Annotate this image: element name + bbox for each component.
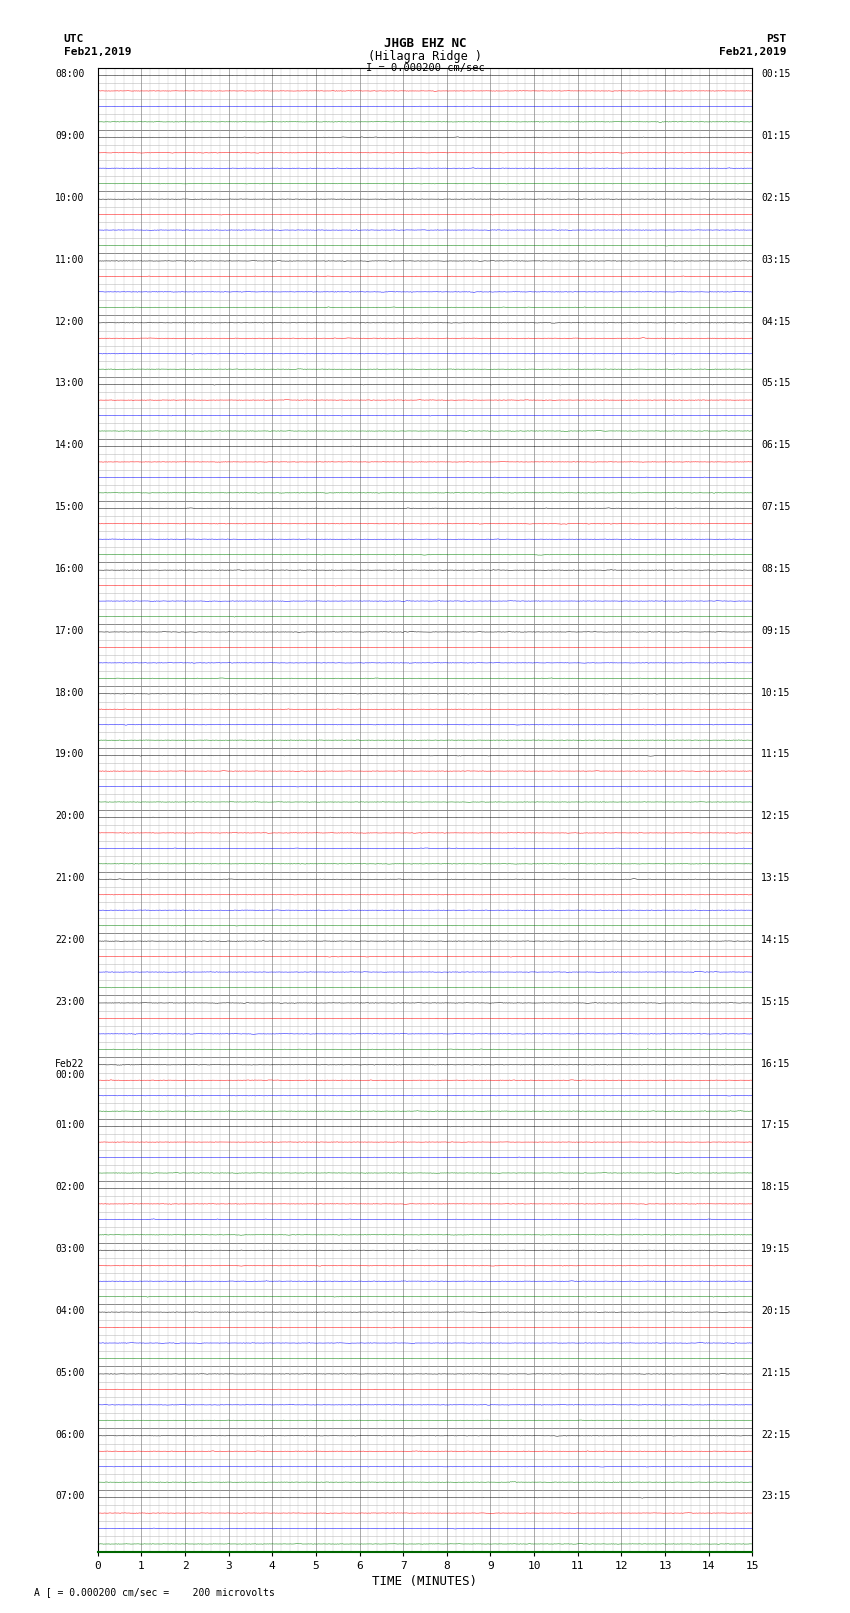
Text: (Hilagra Ridge ): (Hilagra Ridge ) <box>368 50 482 63</box>
Text: 04:00: 04:00 <box>55 1307 85 1316</box>
Text: 05:00: 05:00 <box>55 1368 85 1378</box>
Text: 03:00: 03:00 <box>55 1244 85 1253</box>
X-axis label: TIME (MINUTES): TIME (MINUTES) <box>372 1574 478 1587</box>
Text: 03:15: 03:15 <box>761 255 790 265</box>
Text: 06:15: 06:15 <box>761 440 790 450</box>
Text: 11:15: 11:15 <box>761 750 790 760</box>
Text: 15:15: 15:15 <box>761 997 790 1007</box>
Text: 20:00: 20:00 <box>55 811 85 821</box>
Text: 07:00: 07:00 <box>55 1492 85 1502</box>
Text: 19:00: 19:00 <box>55 750 85 760</box>
Text: 21:00: 21:00 <box>55 873 85 882</box>
Text: JHGB EHZ NC: JHGB EHZ NC <box>383 37 467 50</box>
Text: 08:00: 08:00 <box>55 69 85 79</box>
Text: A [ = 0.000200 cm/sec =    200 microvolts: A [ = 0.000200 cm/sec = 200 microvolts <box>34 1587 275 1597</box>
Text: 08:15: 08:15 <box>761 565 790 574</box>
Text: 05:15: 05:15 <box>761 379 790 389</box>
Text: 23:15: 23:15 <box>761 1492 790 1502</box>
Text: 13:00: 13:00 <box>55 379 85 389</box>
Text: PST: PST <box>766 34 786 44</box>
Text: Feb21,2019: Feb21,2019 <box>64 47 131 56</box>
Text: 18:00: 18:00 <box>55 687 85 697</box>
Text: 12:15: 12:15 <box>761 811 790 821</box>
Text: 14:15: 14:15 <box>761 936 790 945</box>
Text: 06:00: 06:00 <box>55 1429 85 1439</box>
Text: Feb21,2019: Feb21,2019 <box>719 47 786 56</box>
Text: 16:15: 16:15 <box>761 1058 790 1068</box>
Text: 09:00: 09:00 <box>55 131 85 140</box>
Text: 01:00: 01:00 <box>55 1121 85 1131</box>
Text: 21:15: 21:15 <box>761 1368 790 1378</box>
Text: 14:00: 14:00 <box>55 440 85 450</box>
Text: 10:15: 10:15 <box>761 687 790 697</box>
Text: 00:15: 00:15 <box>761 69 790 79</box>
Text: 12:00: 12:00 <box>55 316 85 326</box>
Text: 20:15: 20:15 <box>761 1307 790 1316</box>
Text: 16:00: 16:00 <box>55 565 85 574</box>
Text: 02:00: 02:00 <box>55 1182 85 1192</box>
Text: 02:15: 02:15 <box>761 194 790 203</box>
Text: 04:15: 04:15 <box>761 316 790 326</box>
Text: 18:15: 18:15 <box>761 1182 790 1192</box>
Text: 11:00: 11:00 <box>55 255 85 265</box>
Text: 10:00: 10:00 <box>55 194 85 203</box>
Text: 07:15: 07:15 <box>761 502 790 511</box>
Text: 01:15: 01:15 <box>761 131 790 140</box>
Text: 22:15: 22:15 <box>761 1429 790 1439</box>
Text: I = 0.000200 cm/sec: I = 0.000200 cm/sec <box>366 63 484 73</box>
Text: UTC: UTC <box>64 34 84 44</box>
Text: 23:00: 23:00 <box>55 997 85 1007</box>
Text: 15:00: 15:00 <box>55 502 85 511</box>
Text: 17:15: 17:15 <box>761 1121 790 1131</box>
Text: 22:00: 22:00 <box>55 936 85 945</box>
Text: 17:00: 17:00 <box>55 626 85 636</box>
Text: 19:15: 19:15 <box>761 1244 790 1253</box>
Text: 13:15: 13:15 <box>761 873 790 882</box>
Text: 09:15: 09:15 <box>761 626 790 636</box>
Text: Feb22
00:00: Feb22 00:00 <box>55 1058 85 1081</box>
